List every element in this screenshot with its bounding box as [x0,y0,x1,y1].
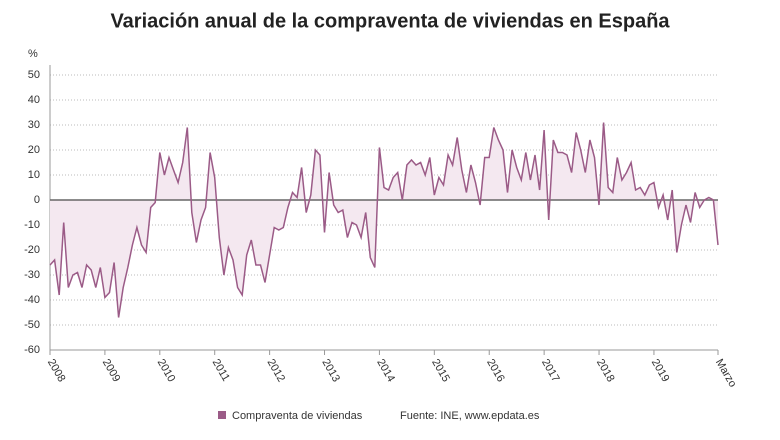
area-fill [50,122,718,318]
y-tick-label: 20 [28,144,40,156]
y-tick-label: -30 [24,269,40,281]
x-tick-label: 2014 [374,357,397,384]
x-tick-label: 2013 [319,357,342,384]
legend-label: Compraventa de viviendas [232,410,363,422]
x-tick-label: Marzo [713,357,739,389]
x-tick-label: 2008 [45,357,68,384]
x-tick-label: 2018 [594,357,617,384]
y-tick-label: 40 [28,94,40,106]
x-tick-label: 2015 [429,357,452,384]
y-tick-label: -10 [24,219,40,231]
y-tick-label: -40 [24,294,40,306]
y-tick-label: 10 [28,169,40,181]
y-tick-label: -60 [24,344,40,356]
x-tick-label: 2016 [484,357,507,384]
legend-swatch [218,411,226,419]
y-tick-label: -20 [24,244,40,256]
chart-title: Variación anual de la compraventa de viv… [110,10,670,32]
x-tick-label: 2011 [210,357,232,383]
series-line [49,122,719,318]
y-tick-label: 0 [34,194,40,206]
x-tick-label: 2010 [155,357,178,384]
y-tick-label: 30 [28,119,40,131]
y-tick-label: 50 [28,69,40,81]
x-tick-label: 2017 [539,357,562,384]
x-tick-label: 2019 [649,357,672,384]
source: Fuente: INE, www.epdata.es [400,410,540,422]
y-axis-unit: % [28,48,38,60]
x-tick-label: 2012 [265,357,288,384]
x-tick-label: 2009 [100,357,123,384]
y-tick-label: -50 [24,319,40,331]
